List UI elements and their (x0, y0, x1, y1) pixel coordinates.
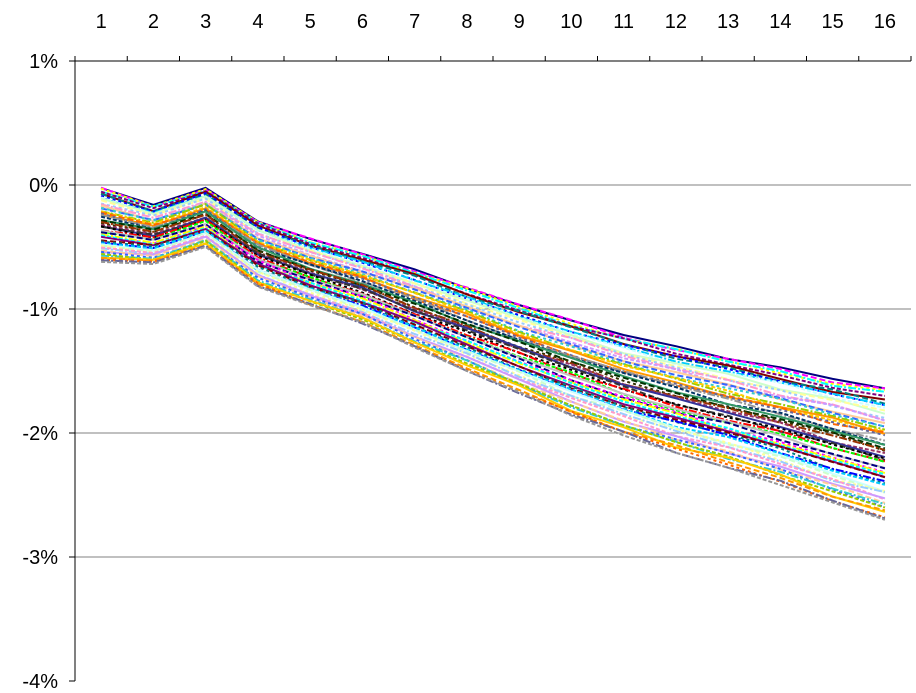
series-line (100, 218, 886, 463)
x-tick-label: 6 (357, 11, 368, 33)
y-tick-label: -2% (22, 423, 58, 445)
series-line (100, 190, 886, 393)
series-line (100, 206, 886, 433)
x-tick-label: 3 (200, 11, 211, 33)
series-line (101, 229, 886, 485)
series-line (100, 200, 886, 422)
series-line (100, 190, 886, 397)
x-tick-label: 9 (514, 11, 525, 33)
series-line (100, 222, 886, 469)
y-tick-label: -1% (22, 299, 58, 321)
x-tick-label: 16 (874, 11, 896, 33)
x-tick-label: 7 (409, 11, 420, 33)
series-line (100, 224, 886, 474)
series-line (100, 197, 886, 419)
y-tick-label: -4% (22, 671, 58, 693)
y-tick-label: -3% (22, 547, 58, 569)
x-tick-label: 1 (96, 11, 107, 33)
series-group (100, 186, 886, 521)
x-tick-label: 11 (613, 11, 634, 33)
series-line (101, 235, 886, 500)
series-line (100, 226, 886, 476)
series-line (100, 218, 886, 460)
x-tick-label: 10 (560, 11, 582, 33)
series-line (100, 234, 886, 492)
series-line (100, 196, 886, 409)
series-line (101, 230, 886, 483)
series-line (100, 191, 886, 407)
gridlines (75, 184, 911, 558)
series-line (100, 225, 886, 474)
series-line (100, 203, 886, 431)
series-line (100, 186, 886, 390)
series-line (100, 192, 886, 405)
series-line (100, 208, 886, 437)
x-tick-labels: 1 2 3 4 5 6 7 8 9 10 11 12 13 14 15 16 (96, 11, 896, 33)
x-tick-label: 5 (305, 11, 316, 33)
y-tick-label: 0% (29, 175, 58, 197)
x-tick-label: 14 (769, 11, 791, 33)
series-line (101, 245, 886, 519)
y-tick-label: 1% (29, 51, 58, 73)
x-tick-label: 13 (717, 11, 739, 33)
x-tick-label: 4 (252, 11, 263, 33)
series-line (100, 210, 886, 446)
series-line (101, 245, 886, 521)
series-line (100, 229, 886, 486)
axes (69, 56, 912, 682)
x-tick-label: 8 (461, 11, 472, 33)
series-line (100, 195, 886, 415)
y-tick-labels: 1% 0% -1% -2% -3% -4% (22, 51, 58, 693)
x-tick-label: 15 (822, 11, 844, 33)
x-tick-label: 2 (148, 11, 159, 33)
x-tick-label: 12 (665, 11, 687, 33)
series-line (100, 231, 886, 494)
series-line (101, 242, 886, 513)
